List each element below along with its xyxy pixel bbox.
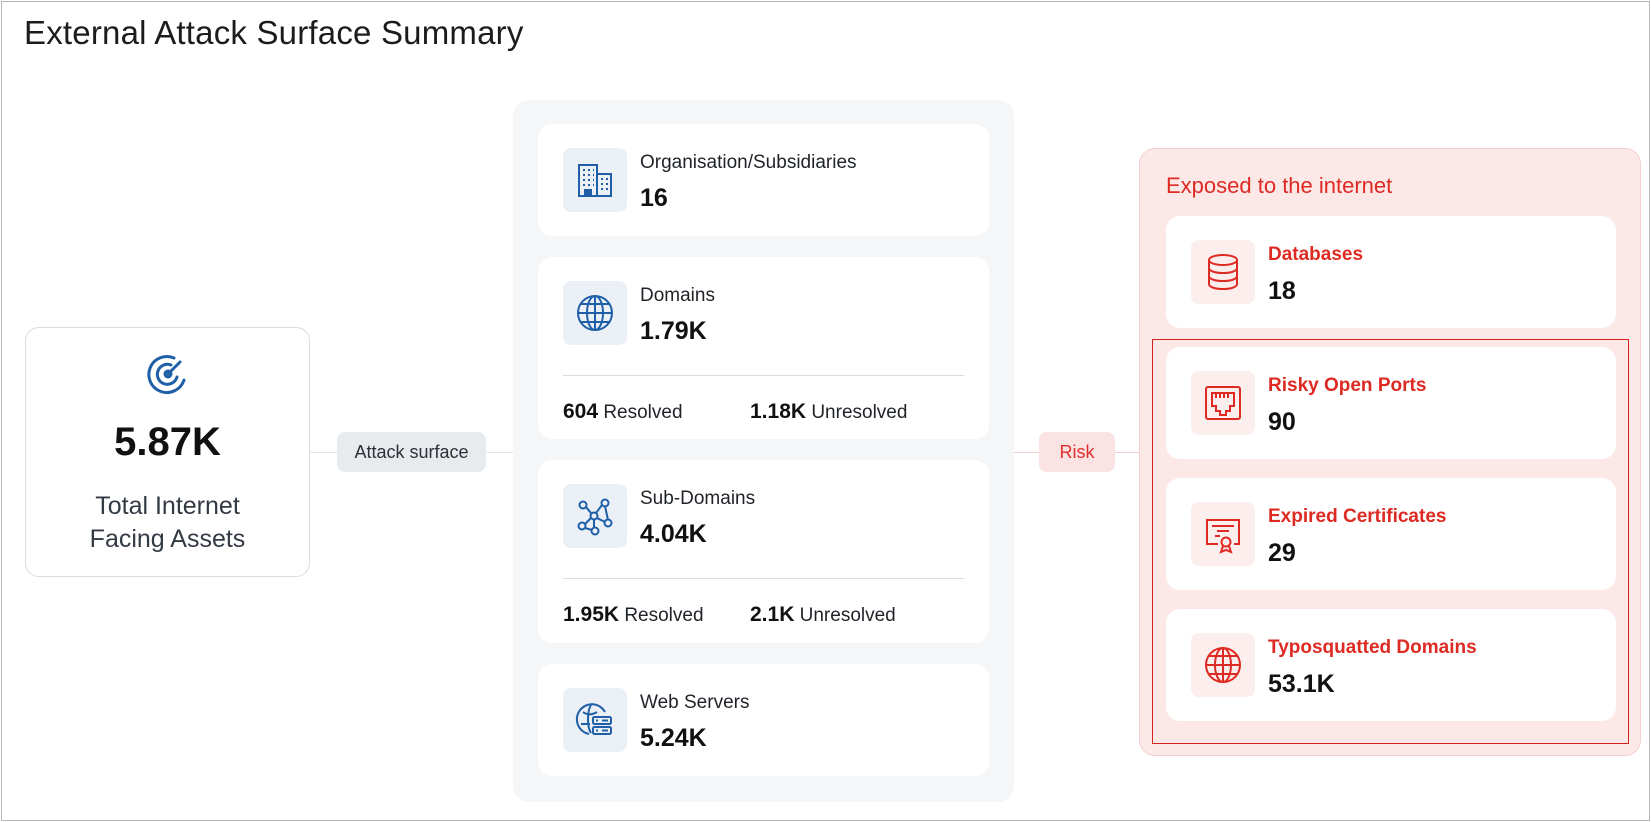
database-icon [1208, 254, 1238, 291]
organisations-card[interactable]: Organisation/Subsidiaries 16 [538, 124, 989, 236]
certificates-value: 29 [1268, 539, 1296, 567]
attack-surface-label: Attack surface [337, 432, 486, 472]
network-icon [577, 498, 613, 536]
domains-unresolved[interactable]: 1.18K Unresolved [750, 400, 908, 423]
domains-label: Domains [640, 285, 715, 306]
databases-label: Databases [1268, 244, 1364, 265]
exposed-panel: Exposed to the internet Databases 18 [1139, 148, 1641, 756]
globe-icon [1205, 647, 1241, 683]
databases-value: 18 [1268, 277, 1296, 305]
subdomains-card[interactable]: Sub-Domains 4.04K 1.95K Resolved 2.1K Un… [538, 460, 989, 643]
subdomains-label: Sub-Domains [640, 488, 756, 509]
exposed-title: Exposed to the internet [1166, 173, 1393, 198]
certificate-icon [1206, 519, 1240, 554]
page-title: External Attack Surface Summary [24, 14, 524, 51]
total-assets-value: 5.87K [114, 420, 221, 464]
building-icon [578, 164, 612, 197]
domains-resolved[interactable]: 604 Resolved [563, 400, 683, 423]
databases-card[interactable]: Databases 18 [1166, 216, 1616, 328]
certificates-card[interactable]: Expired Certificates 29 [1166, 478, 1616, 590]
globe-icon [577, 295, 613, 331]
divider [563, 578, 964, 579]
organisations-label: Organisation/Subsidiaries [640, 152, 857, 173]
open-ports-label: Risky Open Ports [1268, 375, 1427, 396]
organisations-value: 16 [640, 184, 668, 212]
open-ports-card[interactable]: Risky Open Ports 90 [1166, 347, 1616, 459]
selection-highlight [1152, 339, 1629, 744]
typosquatted-label: Typosquatted Domains [1268, 637, 1477, 658]
subdomains-resolved[interactable]: 1.95K Resolved [563, 603, 704, 626]
subdomains-unresolved[interactable]: 2.1K Unresolved [750, 603, 896, 626]
typosquatted-value: 53.1K [1268, 670, 1335, 698]
total-assets-label: Total Internet Facing Assets [89, 492, 246, 553]
open-ports-value: 90 [1268, 408, 1296, 436]
certificates-label: Expired Certificates [1268, 506, 1447, 527]
risk-label: Risk [1039, 432, 1115, 472]
subdomains-value: 4.04K [640, 520, 707, 548]
radar-icon [147, 355, 186, 394]
attack-surface-panel: Organisation/Subsidiaries 16 Domains 1.7… [513, 100, 1014, 802]
domains-card[interactable]: Domains 1.79K 604 Resolved 1.18K Unresol… [538, 257, 989, 439]
total-assets-card[interactable]: 5.87K Total Internet Facing Assets [25, 327, 310, 577]
web-servers-card[interactable]: Web Servers 5.24K [538, 664, 989, 776]
divider [563, 375, 964, 376]
typosquatted-card[interactable]: Typosquatted Domains 53.1K [1166, 609, 1616, 721]
web-servers-label: Web Servers [640, 692, 750, 713]
domains-value: 1.79K [640, 317, 707, 345]
ethernet-port-icon [1205, 386, 1241, 420]
web-servers-value: 5.24K [640, 724, 707, 752]
web-server-icon [575, 703, 612, 735]
